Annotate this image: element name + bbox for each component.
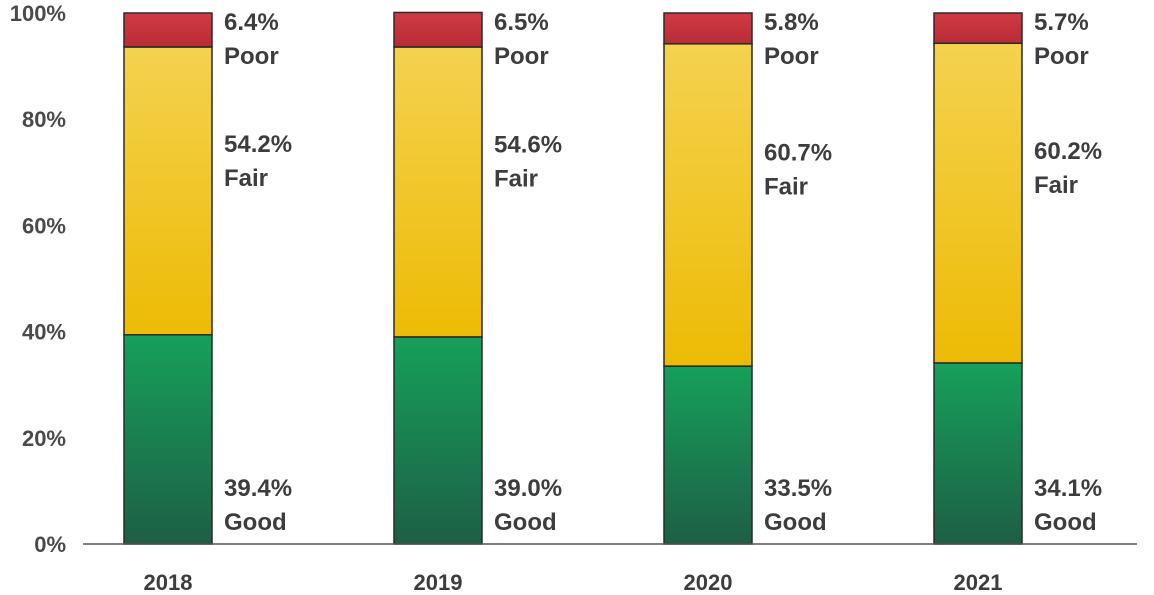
y-tick-label: 60% — [22, 213, 66, 238]
data-label-value: 5.7% — [1034, 9, 1089, 36]
bar-segment-poor-2019 — [394, 12, 482, 47]
y-tick-label: 80% — [22, 107, 66, 132]
x-tick-label: 2018 — [144, 570, 193, 595]
data-label-value: 6.5% — [494, 9, 549, 36]
bar-segment-good-2020 — [664, 366, 752, 544]
y-tick-label: 0% — [34, 532, 66, 557]
y-axis-ticks: 0% 20% 40% 60% 80% 100% — [10, 1, 66, 557]
data-label-name: Fair — [1034, 172, 1078, 199]
data-label-name: Poor — [1034, 43, 1089, 70]
data-label-value: 34.1% — [1034, 475, 1102, 502]
data-label-value: 39.0% — [494, 475, 562, 502]
data-label-value: 60.2% — [1034, 138, 1102, 165]
data-label-name: Poor — [764, 43, 819, 70]
x-axis-labels: 2018 2019 2020 2021 — [144, 570, 1003, 595]
data-label-value: 6.4% — [224, 9, 279, 36]
data-label-name: Fair — [764, 173, 808, 200]
data-label-name: Good — [224, 509, 287, 536]
data-label-name: Fair — [224, 165, 268, 192]
data-label-value: 54.2% — [224, 131, 292, 158]
data-label-value: 5.8% — [764, 9, 819, 36]
data-label-value: 60.7% — [764, 139, 832, 166]
bar-segment-fair-2019 — [394, 47, 482, 337]
data-label-name: Good — [494, 509, 557, 536]
data-label-name: Poor — [224, 43, 279, 70]
bar-segment-good-2019 — [394, 337, 482, 544]
data-label-name: Good — [764, 509, 827, 536]
bar-segment-good-2021 — [934, 363, 1022, 544]
bars-group — [124, 12, 1022, 544]
data-label-name: Fair — [494, 166, 538, 193]
bar-segment-fair-2021 — [934, 43, 1022, 363]
y-tick-label: 100% — [10, 1, 66, 26]
x-tick-label: 2021 — [954, 570, 1003, 595]
y-tick-label: 40% — [22, 320, 66, 345]
x-tick-label: 2019 — [414, 570, 463, 595]
data-label-name: Good — [1034, 509, 1097, 536]
data-label-value: 39.4% — [224, 475, 292, 502]
bar-segment-fair-2018 — [124, 47, 212, 335]
data-label-name: Poor — [494, 43, 549, 70]
x-tick-label: 2020 — [684, 570, 733, 595]
data-label-value: 33.5% — [764, 475, 832, 502]
y-tick-label: 20% — [22, 426, 66, 451]
bar-segment-fair-2020 — [664, 44, 752, 366]
bar-segment-good-2018 — [124, 335, 212, 544]
data-label-value: 54.6% — [494, 132, 562, 159]
bar-segment-poor-2018 — [124, 13, 212, 47]
bar-segment-poor-2020 — [664, 13, 752, 44]
bar-segment-poor-2021 — [934, 13, 1022, 43]
